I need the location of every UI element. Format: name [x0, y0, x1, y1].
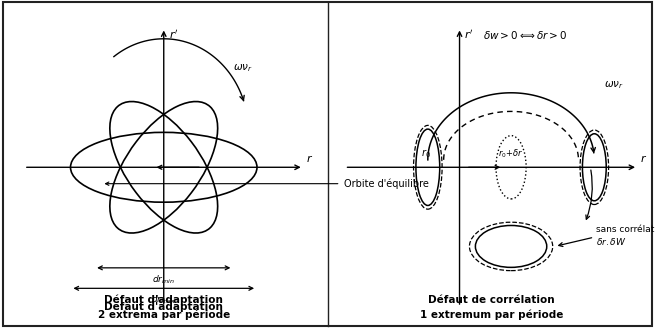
- Text: $dr_{max}$: $dr_{max}$: [151, 294, 176, 306]
- Text: $r$: $r$: [641, 153, 648, 164]
- Text: $\omega\nu_r$: $\omega\nu_r$: [604, 79, 624, 91]
- Text: $r'$: $r'$: [169, 28, 178, 41]
- Text: $\delta w >0 \Longleftrightarrow \delta r >0$: $\delta w >0 \Longleftrightarrow \delta …: [483, 29, 568, 41]
- Text: Défaut d'adaptation: Défaut d'adaptation: [104, 295, 223, 305]
- Text: $r$: $r$: [306, 153, 313, 164]
- Text: 1 extremum par période: 1 extremum par période: [420, 310, 563, 320]
- Text: Défaut de corrélation: Défaut de corrélation: [428, 295, 555, 305]
- Text: $dr_{min}$: $dr_{min}$: [153, 274, 175, 286]
- Text: $r_0{+}\delta r$: $r_0{+}\delta r$: [498, 147, 524, 160]
- Text: 2 extrema par période: 2 extrema par période: [98, 310, 230, 320]
- Text: $r'$: $r'$: [464, 28, 474, 41]
- Text: $r_0$: $r_0$: [421, 147, 431, 160]
- Text: Défaut d'adaptation: Défaut d'adaptation: [104, 301, 223, 312]
- Text: $\omega\nu_r$: $\omega\nu_r$: [233, 63, 253, 74]
- Text: Orbite d'équilibre: Orbite d'équilibre: [344, 178, 429, 189]
- Text: sans corrélation
$\delta r. \delta W$: sans corrélation $\delta r. \delta W$: [596, 225, 655, 247]
